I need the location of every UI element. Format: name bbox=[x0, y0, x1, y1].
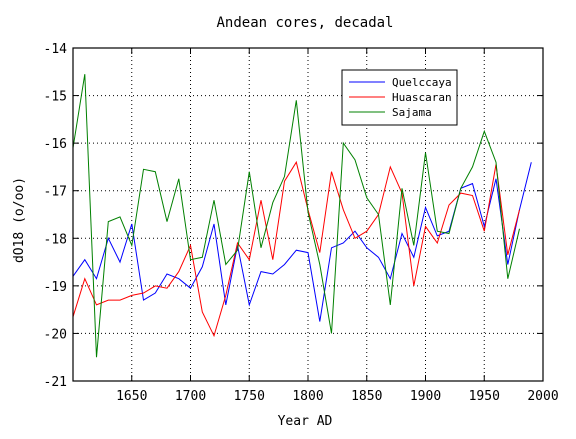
x-tick-label: 1750 bbox=[234, 389, 265, 404]
y-tick-label: -18 bbox=[44, 232, 67, 247]
y-tick-label: -14 bbox=[44, 42, 68, 57]
x-tick-label: 1700 bbox=[175, 389, 206, 404]
y-axis-label: dO18 (o/oo) bbox=[12, 177, 27, 263]
y-tick-label: -20 bbox=[44, 327, 67, 342]
tick-labels: 1650 1700 1750 1800 1850 1900 1950 2000 -21 -20 -1… bbox=[44, 42, 559, 404]
y-tick-label: -19 bbox=[44, 280, 67, 295]
series-line-huascaran bbox=[72, 160, 520, 338]
y-tick-label: -15 bbox=[44, 90, 67, 105]
y-tick-label: -16 bbox=[44, 137, 67, 152]
chart-title: Andean cores, decadal bbox=[216, 15, 393, 31]
series-line-sajama bbox=[72, 74, 520, 358]
x-tick-label: 1850 bbox=[351, 389, 382, 404]
legend: Quelccaya Huascaran Sajama bbox=[341, 69, 458, 126]
x-tick-label: 1950 bbox=[469, 389, 500, 404]
x-tick-label: 1800 bbox=[292, 389, 323, 404]
x-tick-label: 1900 bbox=[410, 389, 441, 404]
y-tick-label: -21 bbox=[44, 375, 67, 390]
axis-ticks bbox=[73, 47, 544, 382]
x-tick-label: 2000 bbox=[527, 389, 558, 404]
x-axis-label: Year AD bbox=[278, 414, 333, 429]
legend-label-sajama: Sajama bbox=[392, 106, 432, 119]
legend-label-huascaran: Huascaran bbox=[392, 91, 452, 104]
series-group bbox=[72, 74, 532, 358]
y-tick-label: -17 bbox=[44, 185, 67, 200]
x-tick-label: 1650 bbox=[116, 389, 147, 404]
legend-label-quelccaya: Quelccaya bbox=[392, 76, 452, 89]
